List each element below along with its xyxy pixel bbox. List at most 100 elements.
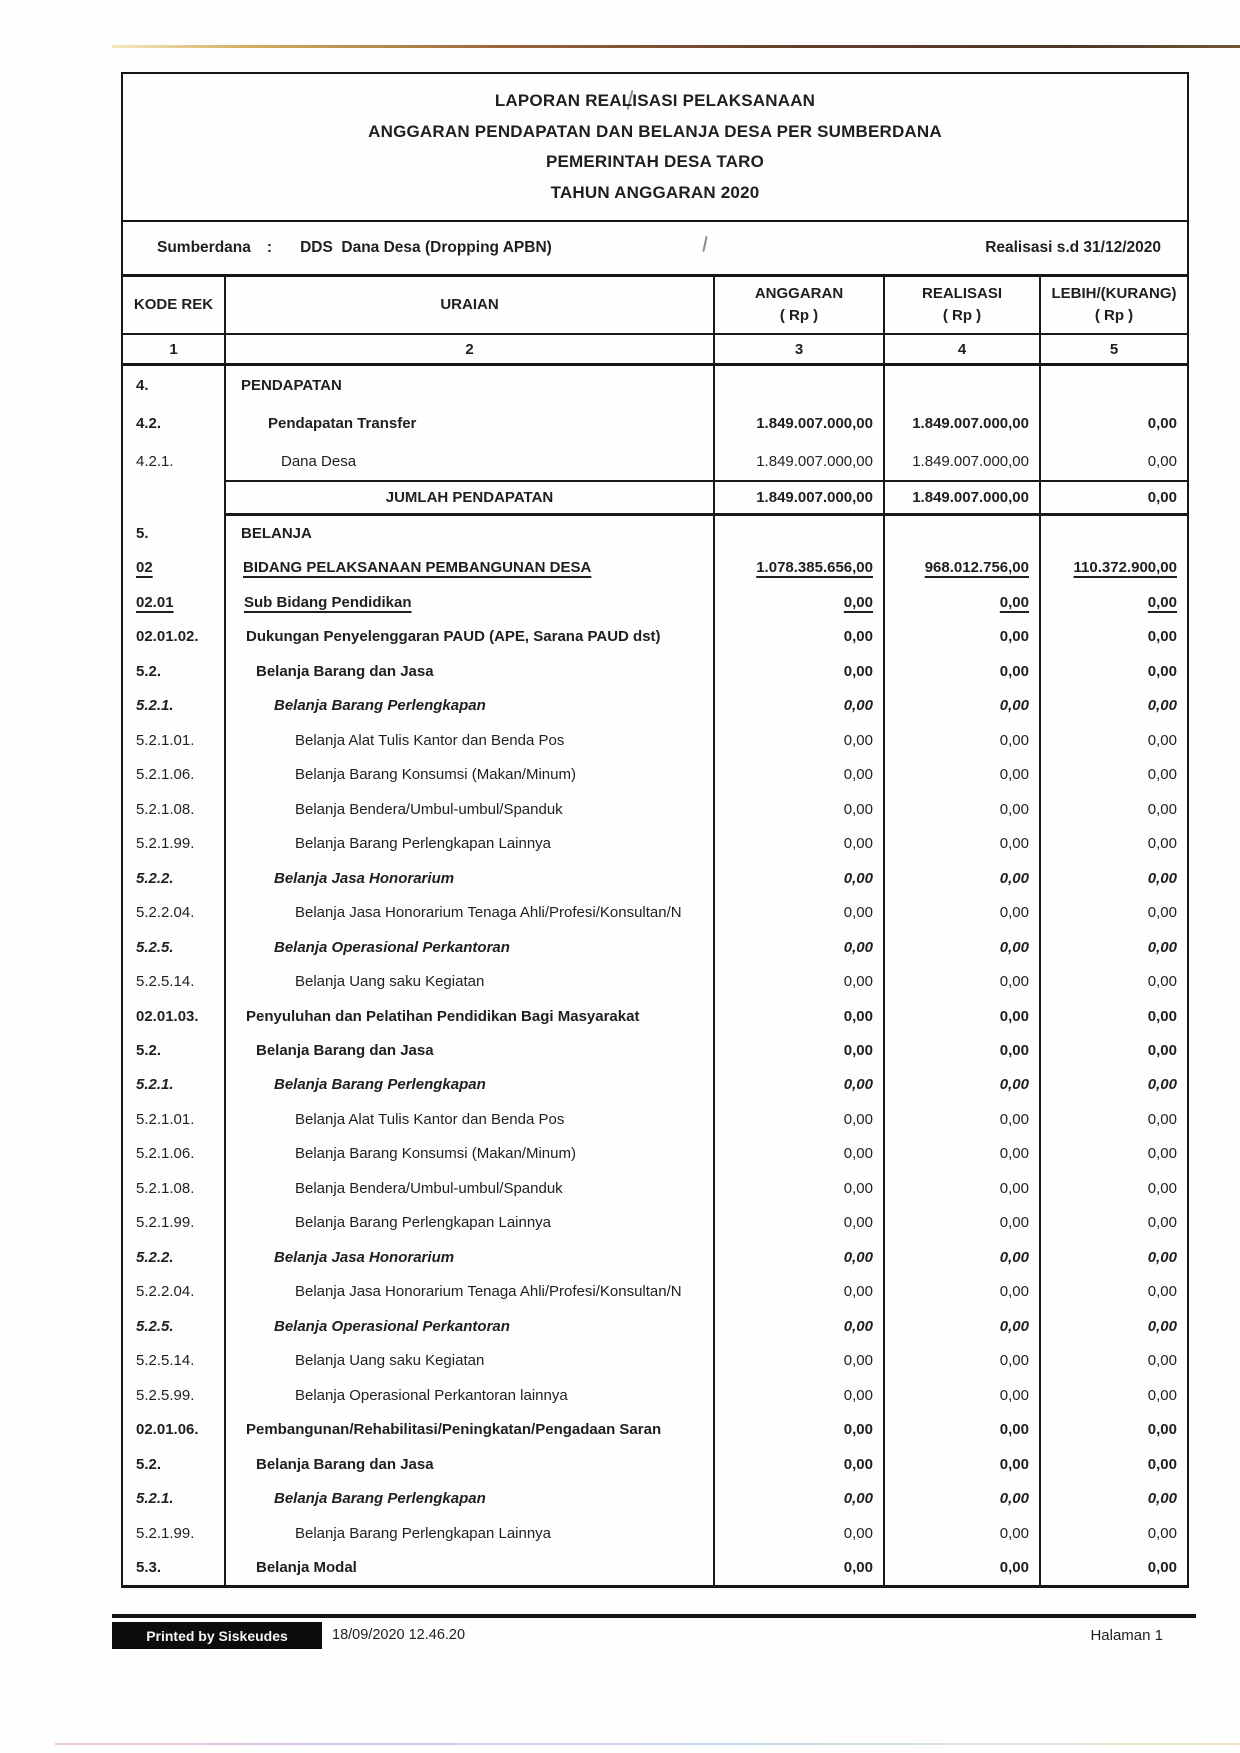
cell-uraian: Belanja Bendera/Umbul-umbul/Spanduk (224, 791, 713, 827)
cell-kode-rek: 5.2.1.08. (136, 800, 195, 818)
cell-anggaran (713, 366, 883, 404)
cell-uraian: Belanja Barang dan Jasa (224, 1033, 713, 1068)
table-header-row: KODE REK URAIAN ANGGARAN( Rp ) REALISASI… (123, 277, 1187, 333)
report-title-line-1: LAPORAN REALISASI PELAKSANAAN (494, 90, 816, 110)
cell-realisasi: 0,00 (883, 1550, 1039, 1586)
cell-lebih-kurang: 0,00 (1039, 860, 1187, 896)
col-number-1: 1 (169, 340, 178, 358)
cell-kode-rek: 5.2.1.01. (136, 731, 195, 749)
sumberdana-label: Sumberdana (157, 239, 251, 256)
cell-kode-rek: 5. (136, 524, 149, 542)
cell-realisasi: 0,00 (883, 860, 1039, 896)
cell-uraian: Dana Desa (224, 442, 713, 480)
cell-uraian: Pendapatan Transfer (224, 404, 713, 442)
cell-anggaran: 0,00 (713, 860, 883, 896)
table-row: 5.2.1.01. Belanja Alat Tulis Kantor dan … (123, 722, 1187, 758)
cell-uraian: Belanja Barang Perlengkapan (224, 1067, 713, 1103)
cell-lebih-kurang: 0,00 (1039, 826, 1187, 861)
table-row: 02.01.02. Dukungan Penyelenggaran PAUD (… (123, 619, 1187, 654)
table-row: 5.2.5. Belanja Operasional Perkantoran 0… (123, 929, 1187, 965)
cell-uraian: Belanja Barang Perlengkapan Lainnya (224, 1516, 713, 1551)
cell-uraian: Belanja Barang Perlengkapan (224, 1481, 713, 1517)
cell-anggaran: 0,00 (713, 1309, 883, 1344)
cell-anggaran: 0,00 (713, 1447, 883, 1482)
cell-kode-rek: 5.2.5.99. (136, 1386, 195, 1404)
column-number-row: 1 2 3 4 5 (123, 333, 1187, 363)
cell-uraian: Sub Bidang Pendidikan (224, 584, 713, 620)
cell-anggaran: 0,00 (713, 1136, 883, 1172)
cell-lebih-kurang: 0,00 (1039, 653, 1187, 689)
cell-uraian: Belanja Alat Tulis Kantor dan Benda Pos (224, 1102, 713, 1137)
cell-lebih-kurang: 0,00 (1039, 1274, 1187, 1310)
col-header-anggaran: ANGGARAN( Rp ) (713, 277, 883, 333)
cell-uraian: Belanja Bendera/Umbul-umbul/Spanduk (224, 1171, 713, 1206)
cell-kode-rek: 5.2.1. (136, 1490, 174, 1508)
cell-realisasi: 0,00 (883, 757, 1039, 792)
cell-realisasi: 0,00 (883, 826, 1039, 861)
cell-uraian: Dukungan Penyelenggaran PAUD (APE, Saran… (224, 619, 713, 654)
print-datetime: 18/09/2020 12.46.20 (332, 1627, 466, 1643)
table-row: 02.01 Sub Bidang Pendidikan 0,00 0,00 0,… (123, 584, 1187, 620)
cell-kode-rek: 5.2. (136, 1042, 162, 1059)
cell-lebih-kurang: 0,00 (1039, 1309, 1187, 1344)
cell-anggaran: 0,00 (713, 653, 883, 689)
cell-kode-rek: 5.2.5.14. (136, 1352, 195, 1370)
cell-kode-rek: 4.2.1. (136, 452, 174, 470)
table-row: 5. BELANJA (123, 516, 1187, 551)
col-header-kode-rek: KODE REK (133, 296, 214, 314)
cell-realisasi: 0,00 (883, 1102, 1039, 1137)
cell-anggaran: 0,00 (713, 1067, 883, 1103)
cell-uraian: Pembangunan/Rehabilitasi/Peningkatan/Pen… (224, 1412, 713, 1448)
cell-realisasi (883, 366, 1039, 404)
cell-anggaran: 0,00 (713, 722, 883, 758)
cell-realisasi: 0,00 (883, 1378, 1039, 1413)
table-row: 5.2.1. Belanja Barang Perlengkapan 0,00 … (123, 688, 1187, 723)
cell-realisasi: 0,00 (883, 722, 1039, 758)
table-row: 5.2.1.99. Belanja Barang Perlengkapan La… (123, 1516, 1187, 1551)
report-title-line-2: ANGGARAN PENDAPATAN DAN BELANJA DESA PER… (368, 121, 942, 141)
cell-kode-rek: 5.2.1.01. (136, 1110, 195, 1128)
cell-uraian: BELANJA (224, 516, 713, 551)
cell-anggaran: 0,00 (713, 1240, 883, 1275)
cell-realisasi: 0,00 (883, 1205, 1039, 1241)
cell-anggaran: 1.849.007.000,00 (713, 480, 883, 516)
table-row: 5.2.1. Belanja Barang Perlengkapan 0,00 … (123, 1481, 1187, 1517)
cell-uraian: Belanja Modal (224, 1550, 713, 1586)
cell-realisasi (883, 516, 1039, 551)
col-number-3: 3 (713, 335, 883, 363)
cell-kode-rek: 5.2.1.99. (136, 1214, 195, 1232)
cell-realisasi: 0,00 (883, 1171, 1039, 1206)
cell-uraian: Belanja Uang saku Kegiatan (224, 1343, 713, 1379)
cell-anggaran: 0,00 (713, 1171, 883, 1206)
cell-kode-rek: 5.2.5.14. (136, 973, 195, 991)
table-row: 5.2.2.04. Belanja Jasa Honorarium Tenaga… (123, 895, 1187, 930)
table-row: 02.01.06. Pembangunan/Rehabilitasi/Penin… (123, 1412, 1187, 1448)
cell-anggaran (713, 516, 883, 551)
cell-realisasi: 0,00 (883, 1033, 1039, 1068)
cell-lebih-kurang: 0,00 (1039, 1240, 1187, 1275)
cell-kode-rek: 5.3. (136, 1559, 162, 1577)
cell-lebih-kurang: 0,00 (1039, 1205, 1187, 1241)
cell-uraian: Belanja Operasional Perkantoran (224, 929, 713, 965)
cell-kode-rek: 5.2.1. (136, 1076, 174, 1094)
cell-anggaran: 0,00 (713, 998, 883, 1034)
report-header: LAPORAN REALISASI PELAKSANAAN ANGGARAN P… (121, 72, 1189, 222)
table-row: 02.01.03. Penyuluhan dan Pelatihan Pendi… (123, 998, 1187, 1034)
cell-kode-rek: 5.2.2. (136, 1248, 174, 1266)
cell-lebih-kurang: 0,00 (1039, 584, 1187, 620)
table-row: 4. PENDAPATAN (123, 366, 1187, 404)
table-header: KODE REK URAIAN ANGGARAN( Rp ) REALISASI… (121, 277, 1189, 363)
cell-uraian: Belanja Barang Perlengkapan (224, 688, 713, 723)
table-row: JUMLAH PENDAPATAN 1.849.007.000,00 1.849… (123, 480, 1187, 516)
cell-realisasi: 0,00 (883, 1136, 1039, 1172)
cell-lebih-kurang: 0,00 (1039, 998, 1187, 1034)
cell-realisasi: 0,00 (883, 998, 1039, 1034)
cell-kode-rek: 5.2. (136, 662, 162, 680)
cell-realisasi: 0,00 (883, 895, 1039, 930)
cell-kode-rek: 5.2.2.04. (136, 904, 195, 922)
cell-kode-rek: 5.2.1.99. (136, 835, 195, 853)
table-row: 5.2. Belanja Barang dan Jasa 0,00 0,00 0… (123, 1033, 1187, 1068)
cell-kode-rek: 02.01.06. (136, 1421, 199, 1439)
cell-realisasi: 0,00 (883, 619, 1039, 654)
cell-realisasi: 0,00 (883, 1447, 1039, 1482)
